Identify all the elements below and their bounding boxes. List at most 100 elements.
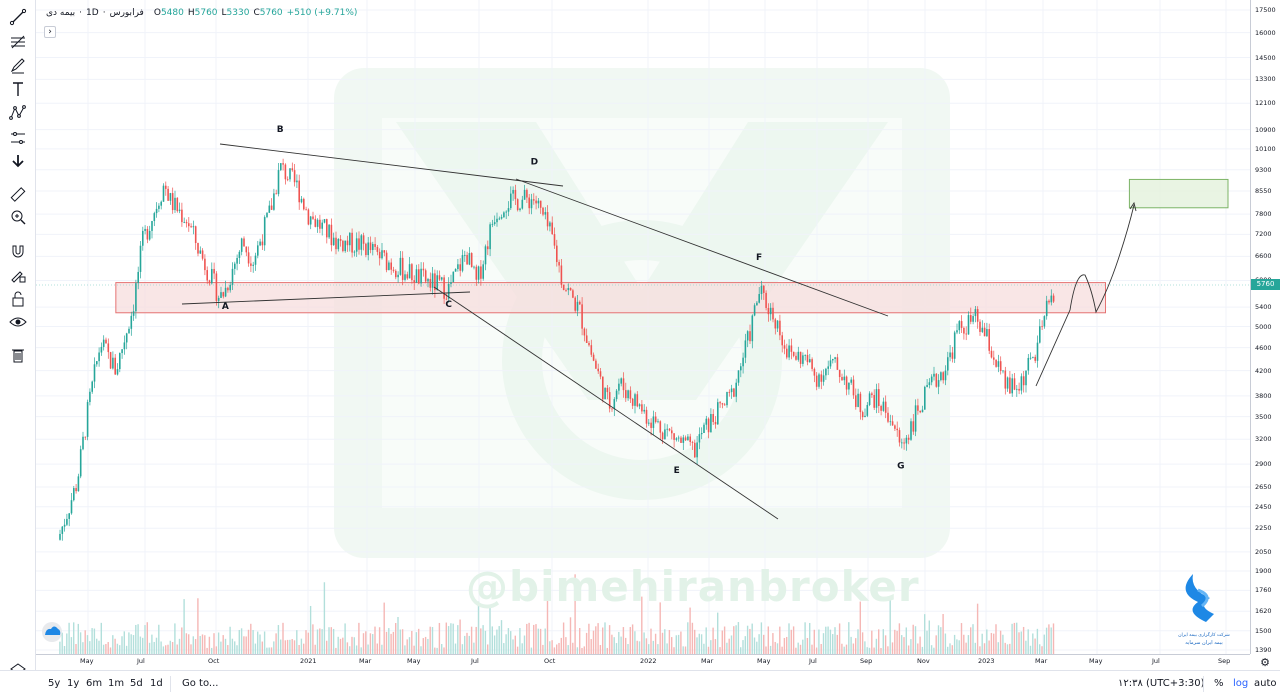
volume-bar (841, 643, 843, 654)
volume-bar (1025, 640, 1027, 654)
volume-bar (252, 630, 254, 654)
open-value: 5480 (160, 8, 184, 18)
volume-bar (422, 638, 424, 654)
price-tick: 1760 (1255, 586, 1272, 595)
candle-body (818, 374, 820, 387)
auto-toggle[interactable]: auto (1254, 678, 1277, 689)
text-icon[interactable] (6, 79, 30, 99)
volume-bar (109, 647, 112, 654)
candle-body (560, 265, 563, 285)
volume-bar (889, 599, 891, 654)
range-5d[interactable]: 5d (130, 678, 143, 689)
target-zone[interactable] (1128, 178, 1229, 209)
pattern-label-e[interactable]: E (674, 466, 680, 476)
candle-body (346, 240, 349, 246)
price-tick: 2450 (1255, 502, 1272, 511)
volume-bar (286, 639, 289, 654)
trend-line-icon[interactable] (6, 7, 30, 27)
price-tick: 2650 (1255, 482, 1272, 491)
volume-bar (192, 636, 194, 654)
range-1d[interactable]: 1d (150, 678, 163, 689)
candle-body (583, 328, 586, 336)
prediction-icon[interactable] (6, 128, 30, 148)
ruler-icon[interactable] (6, 184, 30, 204)
volume-bar (211, 647, 213, 654)
magnet-icon[interactable] (6, 241, 30, 261)
symbol-name[interactable]: بیمه دی (46, 8, 76, 18)
candle-body (976, 309, 979, 322)
brush-icon[interactable] (6, 56, 30, 76)
candle-body (599, 371, 602, 377)
candle-body (772, 307, 774, 320)
lock-drawing-icon[interactable] (6, 265, 30, 285)
collapse-legend-button[interactable]: › (44, 26, 56, 38)
interval[interactable]: 1D (86, 8, 99, 18)
fib-icon[interactable] (6, 32, 30, 52)
candle-body (572, 290, 574, 298)
gear-icon[interactable]: ⚙ (1260, 656, 1270, 669)
volume-bar (703, 643, 705, 654)
low-value: 5330 (226, 8, 250, 18)
eye-icon[interactable] (6, 312, 30, 332)
volume-bar (197, 598, 199, 654)
time-tick: May (1089, 657, 1103, 665)
range-1y[interactable]: 1y (67, 678, 80, 689)
pattern-label-b[interactable]: B (277, 125, 284, 135)
candle-body (836, 357, 839, 370)
volume-bar (1011, 623, 1013, 654)
volume-bar (121, 636, 123, 654)
range-5y[interactable]: 5y (48, 678, 61, 689)
volume-bar (558, 642, 560, 654)
projection-path[interactable] (1035, 204, 1135, 387)
percent-toggle[interactable]: % (1214, 678, 1224, 689)
pattern-label-c[interactable]: C (445, 300, 452, 310)
trendline-a-c[interactable] (181, 291, 471, 305)
log-toggle[interactable]: log (1233, 678, 1249, 689)
pattern-label-f[interactable]: F (756, 253, 762, 263)
chart-pane[interactable]: A B C D E F G شرکت کارگزاری بیمه ایران بیمه ای… (36, 0, 1250, 654)
time-axis[interactable]: May Jul Oct 2021 Mar May Jul Oct 2022 Mar May Jul Se… (36, 654, 1250, 670)
cloud-icon[interactable] (42, 622, 62, 642)
trendline-b-d[interactable] (219, 143, 564, 187)
volume-bar (666, 643, 668, 654)
volume-bar (489, 604, 491, 654)
clock[interactable]: ۱۲:۳۸ (UTC+3:30) (1118, 678, 1205, 689)
zoom-icon[interactable] (6, 207, 30, 227)
arrow-down-icon[interactable] (6, 151, 30, 171)
trendline-c-e[interactable] (433, 286, 779, 520)
candle-body (411, 264, 413, 281)
volume-bar (714, 639, 717, 654)
candle-body (337, 239, 340, 250)
goto-button[interactable]: Go to... (182, 678, 219, 689)
candle-body (316, 219, 319, 227)
volume-bar (588, 623, 590, 654)
candle-body (185, 221, 188, 224)
candle-body (884, 401, 887, 413)
candle-body (606, 387, 609, 393)
volume-bar (475, 626, 477, 654)
volume-bar (383, 602, 385, 654)
range-6m[interactable]: 6m (86, 678, 103, 689)
volume-bar (836, 634, 838, 654)
lock-icon[interactable] (6, 289, 30, 309)
trend-lines[interactable] (181, 143, 1137, 520)
volume-bar (206, 647, 208, 654)
trendline-d-f[interactable] (515, 178, 889, 317)
price-axis[interactable]: 17500 16000 14500 13300 12100 10900 10100 9300 8… (1250, 0, 1280, 654)
candle-body (627, 390, 629, 399)
pattern-icon[interactable] (6, 103, 30, 123)
pattern-label-g[interactable]: G (897, 462, 904, 472)
range-1m[interactable]: 1m (108, 678, 125, 689)
candlesticks (59, 158, 1055, 541)
chart-canvas[interactable]: A B C D E F G شرکت کارگزاری بیمه ایران بیمه ای… (36, 0, 1250, 654)
volume-bar (790, 629, 792, 654)
volume-bar (148, 642, 151, 654)
volume-bar (427, 638, 429, 654)
candle-body (1004, 370, 1007, 389)
resistance-zone[interactable] (115, 282, 1107, 314)
volume-bar (445, 622, 447, 654)
pattern-label-d[interactable]: D (531, 157, 538, 167)
pattern-label-a[interactable]: A (222, 302, 229, 312)
trash-icon[interactable] (6, 345, 30, 365)
candle-body (928, 382, 931, 386)
